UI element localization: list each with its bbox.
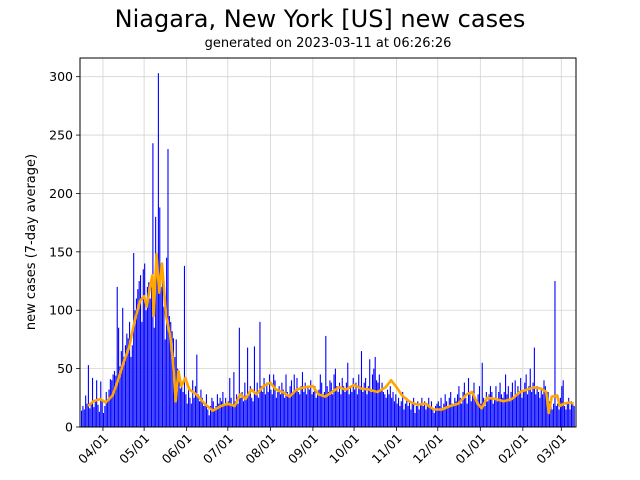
x-tick-label: 08/01 [242,431,278,467]
y-tick-label: 50 [57,361,73,376]
x-tick-label: 04/01 [75,431,111,467]
chart-title: Niagara, New York [US] new cases [114,5,526,33]
chart-subtitle: generated on 2023-03-11 at 06:26:26 [204,36,452,51]
y-axis: 0 50 100 150 200 250 300 [49,69,80,435]
x-tick-label: 03/01 [533,431,569,467]
x-tick-label: 06/01 [159,431,195,467]
x-tick-label: 01/01 [452,431,488,467]
y-tick-label: 200 [49,186,73,201]
x-tick-label: 10/01 [326,431,362,467]
x-tick-label: 12/01 [410,431,446,467]
y-tick-label: 150 [49,244,73,259]
x-axis: 04/01 05/01 06/01 07/01 08/01 09/01 10/01 11/01… [75,427,569,467]
y-axis-label: new cases (7-day average) [24,154,39,330]
x-tick-label: 09/01 [285,431,321,467]
y-tick-label: 250 [49,128,73,143]
x-tick-label: 11/01 [369,431,405,467]
x-tick-label: 05/01 [116,431,152,467]
y-tick-label: 300 [49,69,73,84]
x-tick-label: 07/01 [200,431,236,467]
daily-cases-bars [81,73,575,428]
x-tick-label: 02/01 [495,431,531,467]
plot-frame [79,57,577,428]
y-tick-label: 0 [65,420,73,435]
y-tick-label: 100 [49,303,73,318]
seven-day-average-line [87,252,574,415]
